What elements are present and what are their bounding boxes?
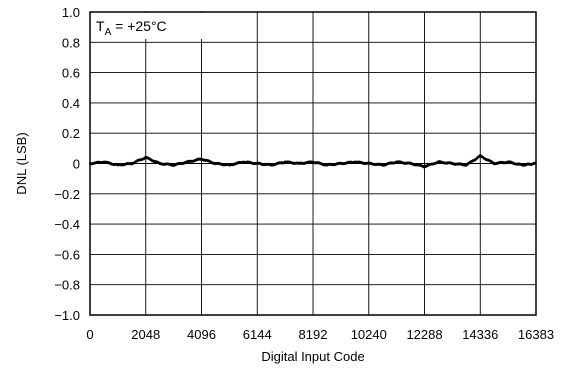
x-tick-label: 4096 bbox=[187, 327, 216, 342]
temperature-annotation-box bbox=[91, 13, 211, 39]
trace-layer bbox=[89, 154, 537, 169]
x-axis-label: Digital Input Code bbox=[261, 349, 364, 364]
y-tick-label: 0.4 bbox=[62, 96, 80, 111]
x-tick-label: 10240 bbox=[351, 327, 387, 342]
y-tick-label: −0.6 bbox=[54, 247, 80, 262]
temperature-value: = +25°C bbox=[111, 18, 166, 34]
y-tick-labels: 1.0 0.8 0.6 0.4 0.2 0 −0.2 −0.4 −0.6 −0.8 −1.0 bbox=[54, 5, 80, 323]
x-tick-label: 2048 bbox=[131, 327, 160, 342]
x-tick-label: 14336 bbox=[462, 327, 498, 342]
temperature-subscript: A bbox=[105, 27, 112, 38]
x-tick-label: 8192 bbox=[299, 327, 328, 342]
x-tick-label: 16383 bbox=[518, 327, 554, 342]
y-tick-label: 0.8 bbox=[62, 35, 80, 50]
y-tick-label: −1.0 bbox=[54, 308, 80, 323]
y-axis-label: DNL (LSB) bbox=[14, 132, 29, 194]
x-tick-label: 0 bbox=[86, 327, 93, 342]
temperature-annotation: TA = +25°C bbox=[96, 18, 167, 38]
y-tick-label: −0.2 bbox=[54, 187, 80, 202]
x-tick-label: 12288 bbox=[406, 327, 442, 342]
x-tick-label: 6144 bbox=[243, 327, 272, 342]
x-tick-labels: 0 2048 4096 6144 8192 10240 12288 14336 16383 bbox=[86, 327, 554, 342]
y-tick-label: 0 bbox=[73, 157, 80, 172]
y-tick-label: −0.4 bbox=[54, 217, 80, 232]
y-tick-label: −0.8 bbox=[54, 278, 80, 293]
y-tick-label: 1.0 bbox=[62, 5, 80, 20]
y-tick-label: 0.6 bbox=[62, 66, 80, 81]
temperature-symbol: T bbox=[96, 18, 105, 34]
plot-frame bbox=[89, 11, 537, 316]
y-tick-label: 0.2 bbox=[62, 126, 80, 141]
